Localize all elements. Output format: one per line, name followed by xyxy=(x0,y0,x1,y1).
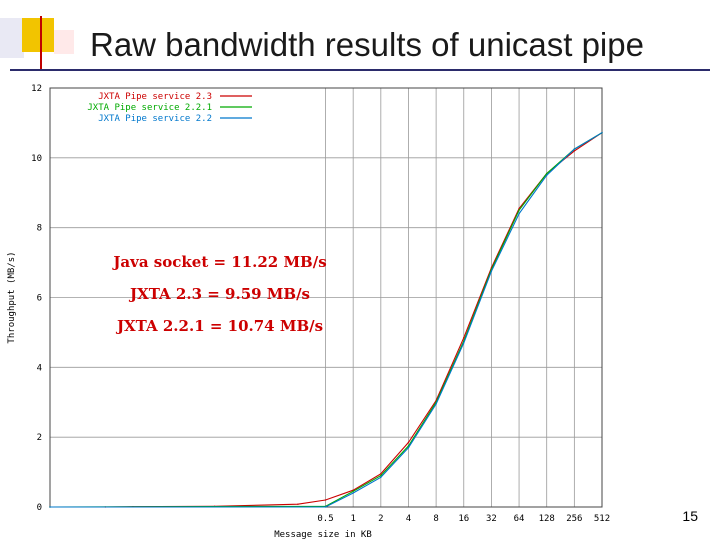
data-point xyxy=(518,209,520,211)
deco-yellow-block xyxy=(22,18,54,52)
y-axis-label: Throughput (MB/s) xyxy=(7,251,17,343)
x-tick-label: 1 xyxy=(350,514,355,524)
data-point xyxy=(380,473,382,475)
data-point xyxy=(518,207,520,210)
data-point xyxy=(297,503,299,505)
annotation-2: JXTA 2.3 = 9.59 MB/s xyxy=(128,285,310,303)
y-tick-label: 12 xyxy=(31,84,42,94)
legend-label-1: JXTA Pipe service 2.3 xyxy=(98,92,212,102)
x-tick-label: 8 xyxy=(433,514,438,524)
x-tick-label: 16 xyxy=(458,514,469,524)
x-tick-label: 32 xyxy=(486,514,497,524)
data-point xyxy=(352,492,354,494)
data-point xyxy=(518,213,520,215)
x-tick-label: 512 xyxy=(594,514,610,524)
data-point xyxy=(546,174,548,176)
x-axis-label: Message size in KB xyxy=(274,530,372,540)
data-point xyxy=(573,150,576,152)
data-point xyxy=(463,342,465,344)
y-tick-label: 8 xyxy=(37,224,42,234)
legend-label-3: JXTA Pipe service 2.2 xyxy=(98,114,212,124)
data-point xyxy=(49,506,51,508)
x-tick-label: 128 xyxy=(539,514,555,524)
x-tick-label: 0.5 xyxy=(317,514,333,524)
data-point xyxy=(352,490,354,492)
x-tick-label: 2 xyxy=(378,514,383,524)
data-point xyxy=(435,403,437,405)
data-point xyxy=(490,270,493,273)
x-tick-label: 256 xyxy=(566,514,582,524)
x-tick-label: 4 xyxy=(406,514,411,524)
y-tick-label: 4 xyxy=(37,363,42,373)
series-line-2 xyxy=(49,132,603,508)
x-tick-label: 64 xyxy=(514,514,525,524)
annotation-3: JXTA 2.2.1 = 10.74 MB/s xyxy=(115,317,323,335)
deco-red-line xyxy=(40,16,42,70)
y-tick-label: 10 xyxy=(31,154,42,164)
series-line-3 xyxy=(50,132,603,508)
slide-decoration xyxy=(0,16,74,70)
data-point xyxy=(407,446,410,449)
annotation-1: Java socket = 11.22 MB/s xyxy=(111,253,326,271)
data-point xyxy=(380,476,382,479)
data-point xyxy=(324,506,327,508)
data-point xyxy=(324,499,327,501)
data-point xyxy=(407,441,410,444)
legend-label-2: JXTA Pipe service 2.2.1 xyxy=(87,103,212,113)
deco-gray-block xyxy=(0,18,24,58)
data-point xyxy=(546,172,548,175)
y-tick-label: 0 xyxy=(37,503,42,513)
page-number: 15 xyxy=(682,508,698,524)
title-underline xyxy=(10,69,710,71)
y-tick-label: 2 xyxy=(37,433,42,443)
data-point xyxy=(573,148,576,150)
data-point xyxy=(601,131,603,134)
data-point xyxy=(380,474,382,477)
data-point xyxy=(463,336,465,339)
deco-pink-block xyxy=(54,30,74,54)
slide-title: Raw bandwidth results of unicast pipe xyxy=(90,26,644,63)
y-tick-label: 6 xyxy=(37,294,42,304)
